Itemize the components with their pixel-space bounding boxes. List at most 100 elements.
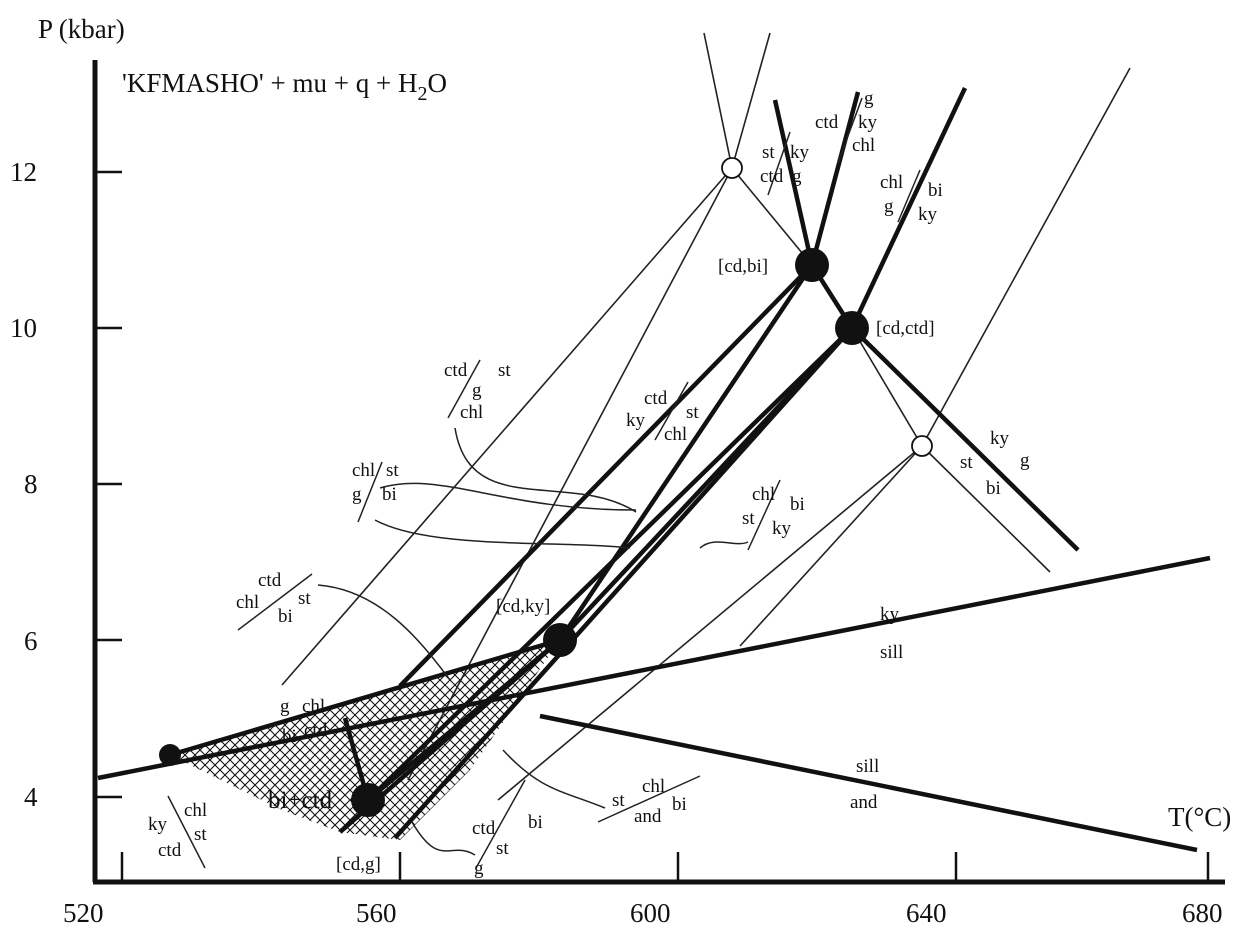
line-cdctd-lower-left [393,326,854,840]
rxn-label-bi: bi [928,180,943,201]
rxn-label-ky: ky [626,410,646,431]
rxn-label-st: st [742,508,755,529]
rxn-label-ky: ky [790,142,810,163]
x-tick-label-640: 640 [906,898,947,928]
rxn-label-g: g [474,858,484,879]
rxn-label-bi: bi [282,726,297,747]
y-tick-label-12: 12 [10,157,37,187]
rxn-label-bi: bi [790,494,805,515]
rxn-label-ctd: ctd [815,112,839,133]
rxn-label-ctd: ctd [304,720,328,741]
rxn-label-sill: sill [856,756,879,777]
rxn-label-st: st [612,790,625,811]
y-axis-label: P (kbar) [38,14,125,44]
line-cdbi-upper-1 [772,99,815,266]
line-cdbi-upper-2 [809,91,861,266]
divider-ctd-g-st-chl [447,359,481,419]
line-cdctd-lower-right [850,326,1080,552]
line-open-upper-left-1 [281,167,733,686]
y-tick-label-8: 8 [24,469,38,499]
rxn-label-ctd: ctd [158,840,182,861]
label-cd-ky: [cd,ky] [496,596,550,617]
open-invariant-point-lower [911,435,933,457]
divider-st-ky-ctd-g [767,131,791,196]
rxn-label-ctd: ctd [444,360,468,381]
rxn-label-g: g [884,196,894,217]
label-cd-g: [cd,g] [336,854,381,875]
rxn-label-g: g [472,380,482,401]
rxn-label-st: st [496,838,509,859]
divider-st-chl-and-bi [597,775,701,823]
rxn-label-ctd: ctd [644,388,668,409]
line-cd-ctd-upper-left [703,32,733,169]
line-open-low-to-cdctd [851,327,923,447]
line-ky-sill [97,555,1211,781]
rxn-label-sill: sill [880,642,903,663]
rxn-label-chl: chl [852,135,875,156]
leader-st-chl-and-bi [502,749,606,809]
rxn-label-g: g [280,696,290,717]
divider-ctd-chl-st-bi [237,573,313,631]
rxn-label-st: st [960,452,973,473]
invariant-point-cd-bi [795,248,829,282]
line-cdctd-cdg [366,326,854,802]
rxn-label-st: st [686,402,699,423]
y-tick-label-4: 4 [24,782,38,812]
field-label-bi-ctd: bi+ctd [268,787,333,814]
rxn-label-bi: bi [278,606,293,627]
divider-chl-st-g-bi [357,461,383,523]
rxn-label-st: st [386,460,399,481]
rxn-label-chl: chl [352,460,375,481]
rxn-label-bi: bi [382,484,397,505]
invariant-points [159,157,933,817]
rxn-label-chl: chl [880,172,903,193]
y-tick-label-6: 6 [24,626,38,656]
line-cd-ctd-upper-right [731,32,771,169]
rxn-label-ky: ky [148,814,168,835]
invariant-point-cd-ctd [835,311,869,345]
rxn-label-g: g [864,88,874,109]
invariant-point-cd-ky [543,623,577,657]
label-cd-ctd: [cd,ctd] [876,318,935,339]
rxn-label-st: st [194,824,207,845]
rxn-label-chl: chl [302,696,325,717]
line-cdctd-upper-right [849,87,968,329]
leader-curves [317,427,749,856]
line-open-low-upper-right [921,67,1131,447]
line-sill-and [539,713,1198,853]
rxn-label-chl: chl [664,424,687,445]
rxn-label-chl: chl [236,592,259,613]
rxn-label-bi: bi [528,812,543,833]
line-cdbi-cdky [558,263,814,642]
rxn-label-chl: chl [752,484,775,505]
divider-g-ctd-ky-chl [837,97,863,164]
rxn-label-st: st [498,360,511,381]
line-open-to-cdbi [731,167,813,266]
x-tick-label-520: 520 [63,898,104,928]
thin-reaction-lines [281,32,1131,801]
rxn-label-g: g [792,166,802,187]
rxn-label-st: st [762,142,775,163]
rxn-label-g: g [352,484,362,505]
rxn-label-ky: ky [918,204,938,225]
axes [92,60,1225,885]
divider-chl-bi-st-ky [747,479,781,551]
leader-chl-st-g-bi-2 [374,519,631,549]
divider-ctd-bi-st-g [475,779,526,869]
line-open-upper-left-2 [407,167,733,781]
leader-chl-st-g-bi-1 [379,482,637,511]
rxn-label-chl: chl [642,776,665,797]
thick-reaction-lines [97,87,1211,853]
rxn-label-bi: bi [672,794,687,815]
leader-ctd-chl-st-bi [317,584,451,681]
bi-ctd-stability-field [170,640,560,840]
label-cd-bi: [cd,bi] [718,256,768,277]
rxn-label-chl: chl [460,402,483,423]
x-axis-label: T(°C) [1168,802,1231,832]
x-tick-label-560: 560 [356,898,397,928]
diagram-title: 'KFMASHO' + mu + q + H2O [122,68,447,105]
rxn-label-ky: ky [772,518,792,539]
y-tick-label-10: 10 [10,313,37,343]
divider-ky-chl-ctd-st [167,795,206,869]
